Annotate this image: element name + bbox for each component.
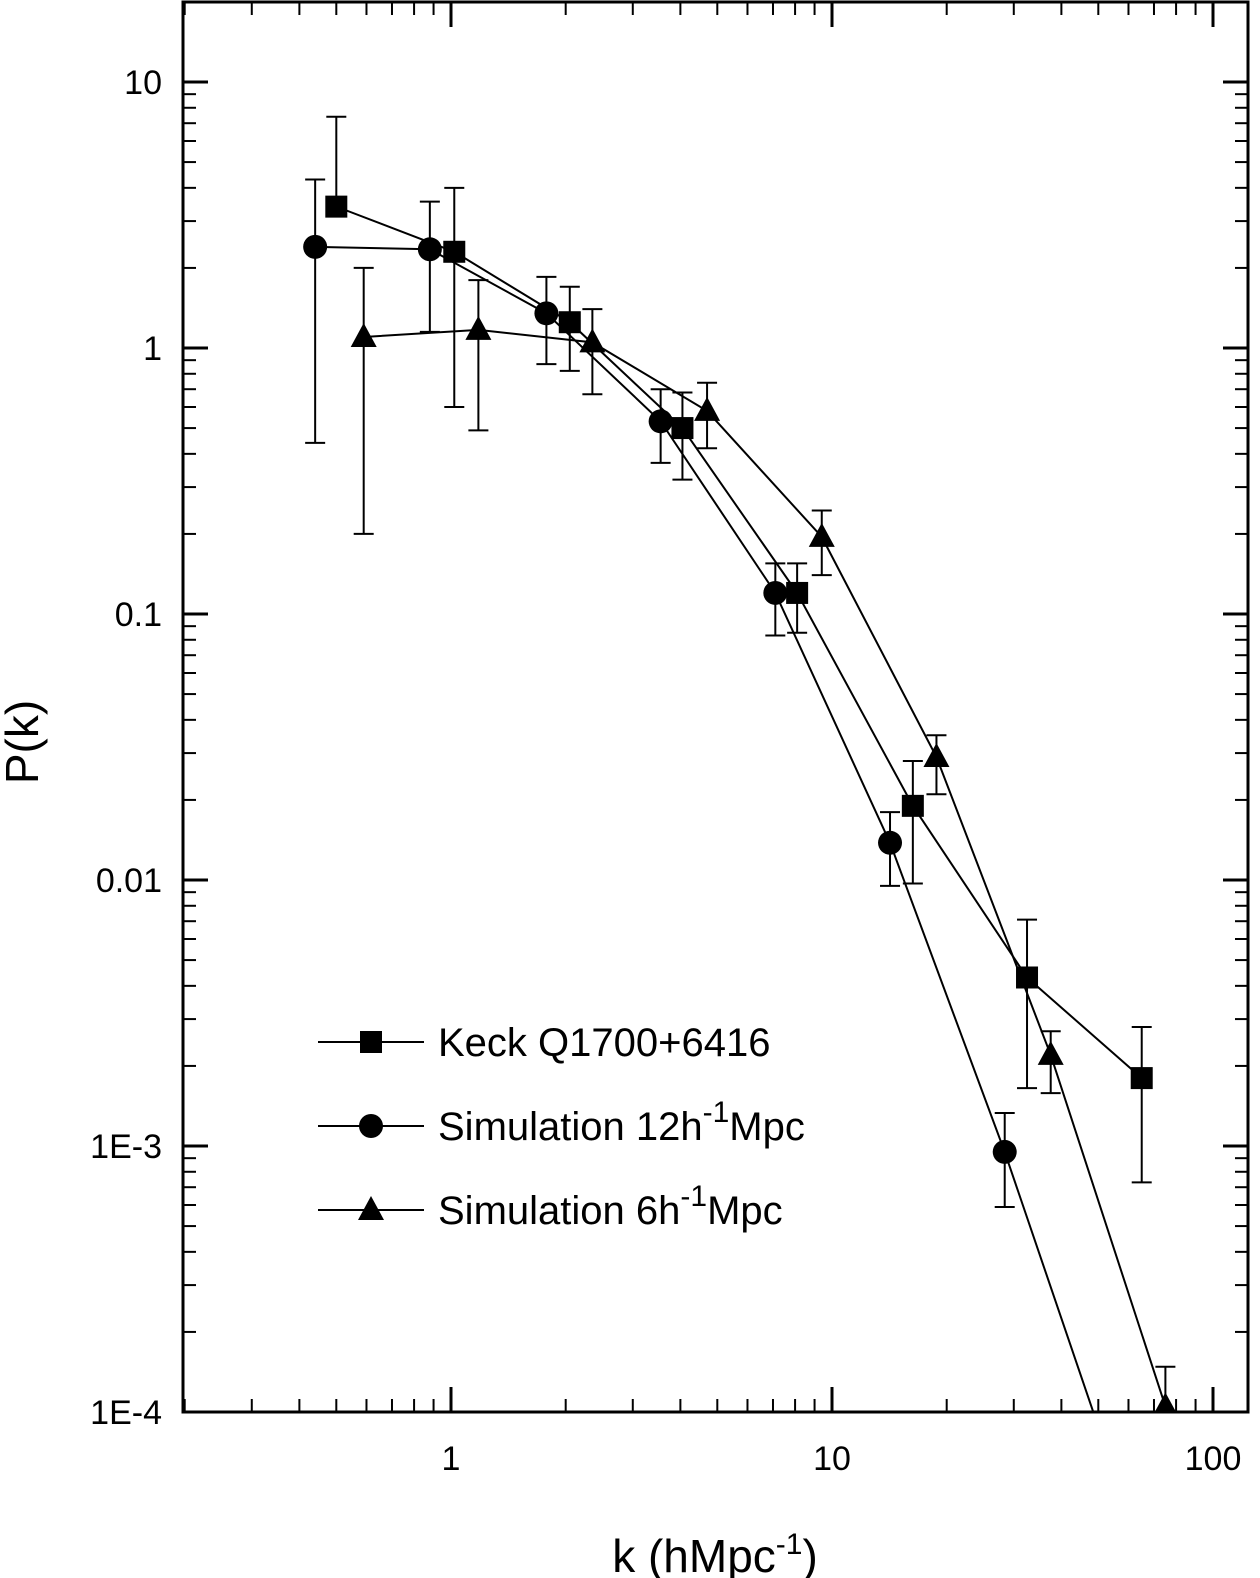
- circle-marker: [303, 234, 328, 259]
- series-layer: [303, 115, 1177, 1412]
- y-axis-title: P(k): [0, 700, 48, 784]
- triangle-marker: [1037, 1040, 1064, 1065]
- series-line: [315, 245, 1095, 1412]
- x-tick-label: 1: [442, 1440, 461, 1478]
- plot-frame: [181, 0, 1250, 1414]
- square-marker: [901, 794, 924, 817]
- x-axis-title: k (hMpc-1): [612, 1528, 818, 1578]
- circle-marker: [763, 580, 788, 605]
- triangle-marker: [579, 328, 606, 353]
- legend-label: Simulation 6h-1Mpc: [438, 1180, 783, 1233]
- x-tick-label: 100: [1185, 1440, 1242, 1478]
- square-marker: [786, 581, 809, 604]
- legend-label: Keck Q1700+6416: [438, 1021, 770, 1065]
- triangle-marker: [808, 522, 835, 547]
- minor-ticks: [183, 0, 1248, 1412]
- series-circle: [303, 178, 1095, 1412]
- legend-label: Simulation 12h-1Mpc: [438, 1096, 805, 1149]
- triangle-marker: [1154, 1392, 1177, 1412]
- square-marker: [558, 311, 581, 334]
- y-tick-label: 0.01: [96, 862, 162, 900]
- x-tick-label: 10: [813, 1440, 851, 1478]
- circle-marker: [648, 409, 673, 434]
- square-marker: [1016, 966, 1039, 989]
- triangle-marker: [694, 396, 721, 421]
- series-square: [325, 115, 1153, 1184]
- series-line: [363, 328, 1167, 1407]
- square-marker: [360, 1031, 382, 1053]
- y-tick-label: 1: [143, 330, 162, 368]
- circle-marker: [992, 1139, 1017, 1164]
- triangle-marker: [465, 315, 492, 340]
- legend: Keck Q1700+6416 Simulation 12h-1Mpc Simula…: [318, 1021, 805, 1233]
- square-marker: [1130, 1067, 1153, 1090]
- circle-marker: [359, 1114, 383, 1138]
- y-tick-label: 10: [124, 64, 162, 102]
- series-triangle: [350, 266, 1177, 1412]
- x-tick-labels: 1 10 100: [442, 1440, 1242, 1478]
- y-tick-label: 1E-4: [90, 1394, 162, 1432]
- triangle-marker: [358, 1196, 384, 1220]
- square-marker: [443, 240, 466, 263]
- triangle-marker: [350, 322, 377, 347]
- y-tick-label: 0.1: [115, 596, 162, 634]
- circle-marker: [534, 301, 559, 326]
- y-tick-label: 1E-3: [90, 1128, 162, 1166]
- circle-marker: [878, 830, 903, 855]
- triangle-marker: [923, 743, 950, 768]
- square-marker: [325, 195, 348, 218]
- y-tick-labels: 10 1 0.1 0.01 1E-3 1E-4: [90, 64, 162, 1432]
- series-line: [335, 205, 1143, 1079]
- circle-marker: [417, 237, 442, 262]
- square-marker: [671, 417, 694, 440]
